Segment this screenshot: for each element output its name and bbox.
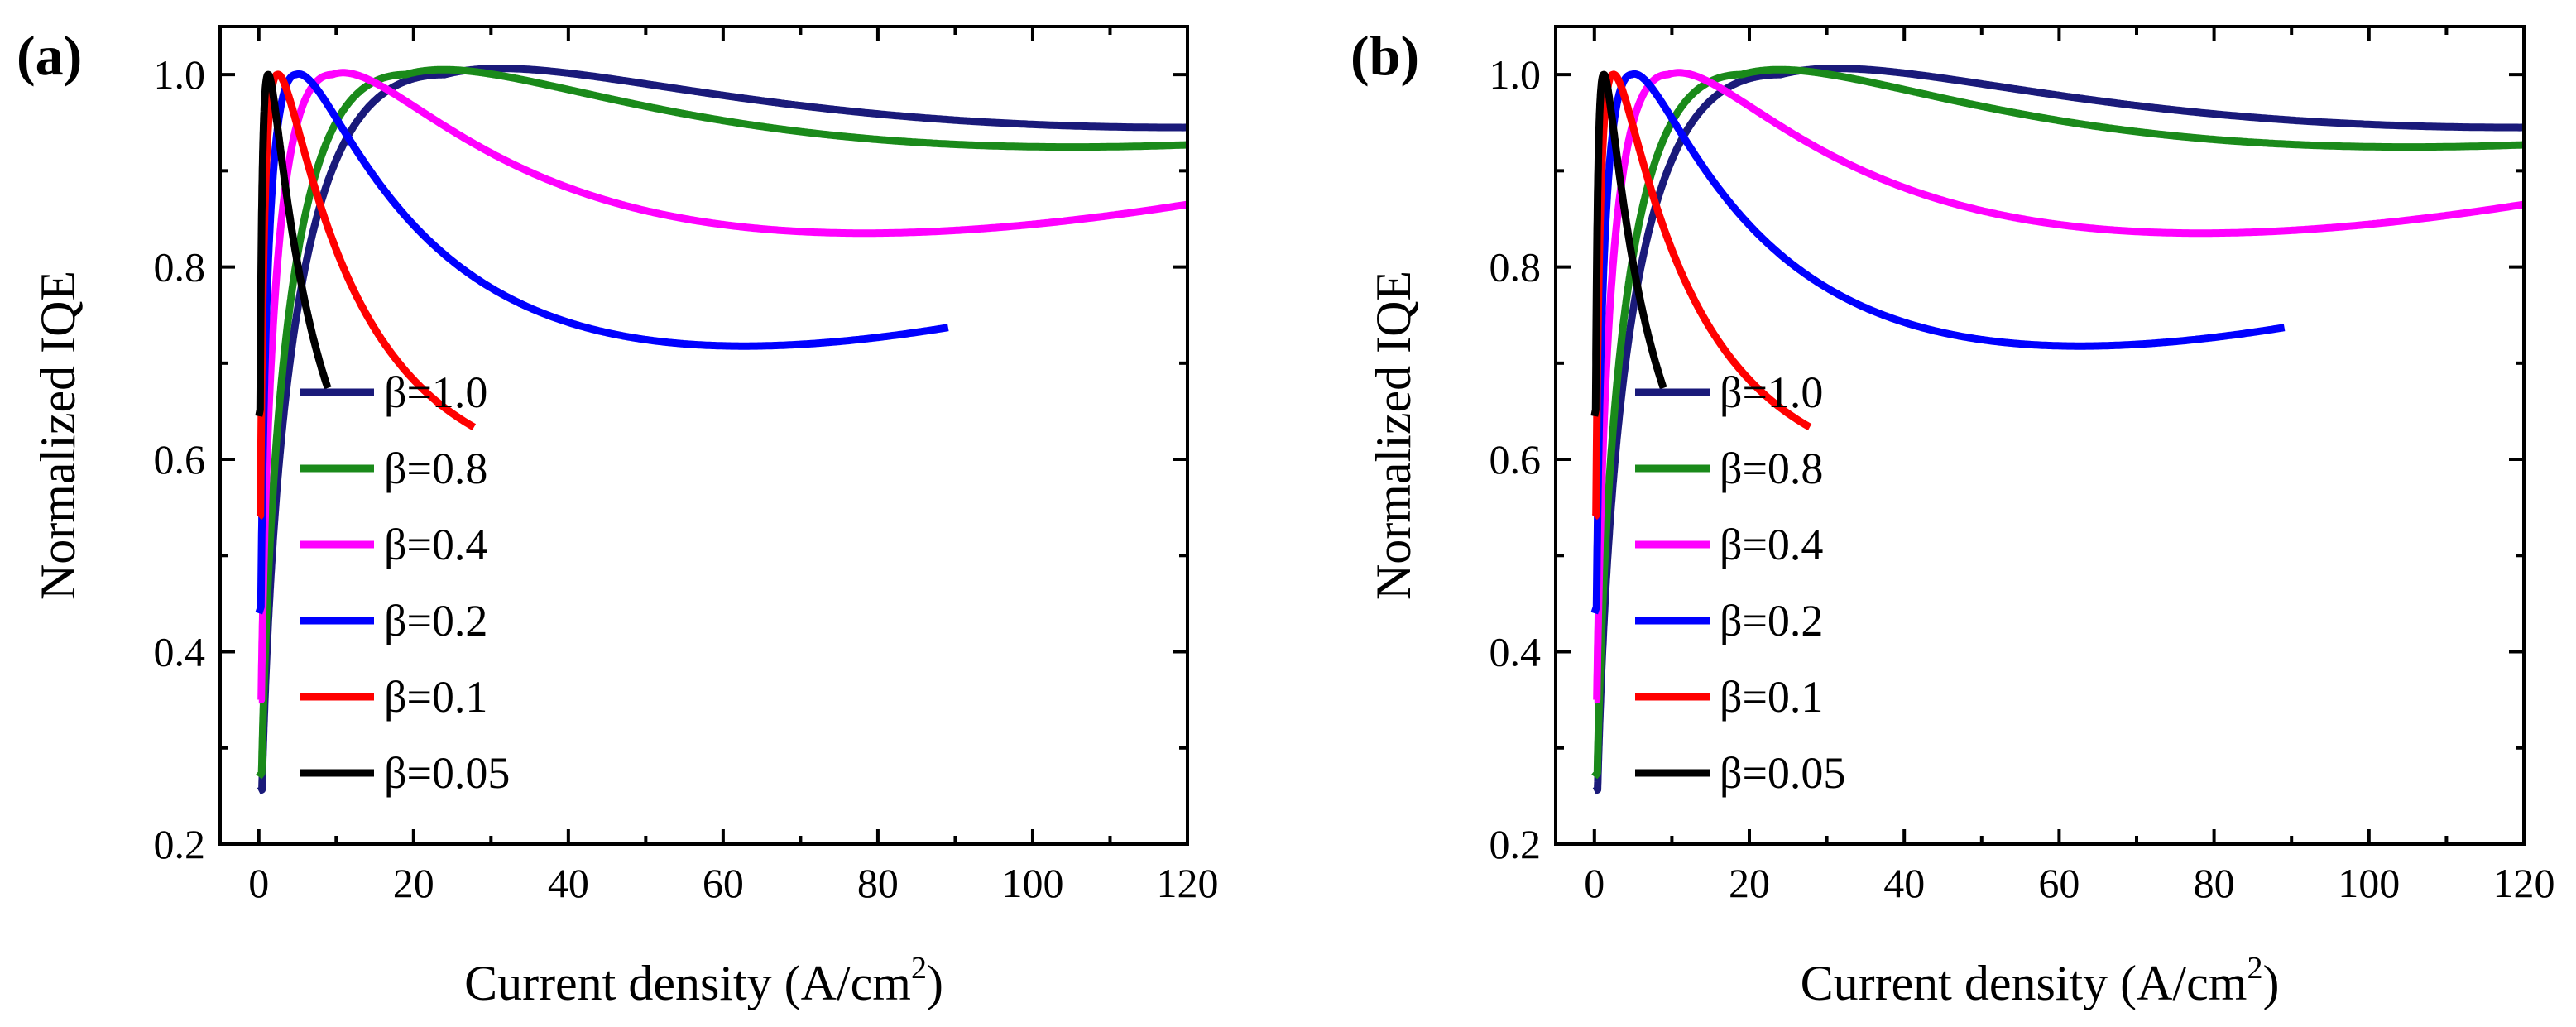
legend-label: β=1.0 xyxy=(1720,367,1823,417)
x-tick-label: 40 xyxy=(548,860,589,906)
series-lines xyxy=(1590,65,2526,795)
series-lines xyxy=(255,65,1189,795)
legend-label: β=0.1 xyxy=(384,672,487,722)
legend-label: β=0.2 xyxy=(1720,596,1823,645)
x-tick-label: 0 xyxy=(248,860,269,906)
x-axis-title-end: ) xyxy=(927,956,943,1010)
series-line-β=0.2 xyxy=(255,70,950,615)
x-axis-title-superscript: 2 xyxy=(2247,951,2262,986)
y-axis-title: Normalized IQE xyxy=(1366,271,1421,600)
x-axis-title-main: Current density (A/cm xyxy=(464,956,911,1010)
panel-a: (a) 0 20 40 60 80 100 120 0.2 0.4 0.6 0.8 1.0 Current… xyxy=(17,24,1219,1010)
series-line-β=0.8 xyxy=(256,65,1189,780)
series-line-β=0.1 xyxy=(1591,70,1813,521)
x-axis-ticks: 0 20 40 60 80 100 120 xyxy=(248,26,1219,906)
x-axis-title-end: ) xyxy=(2262,956,2279,1010)
x-tick-label: 20 xyxy=(393,860,434,906)
y-tick-label: 0.8 xyxy=(1489,244,1542,290)
plot-frame xyxy=(1554,25,2526,846)
x-tick-label: 120 xyxy=(1157,860,1219,906)
x-tick-label: 60 xyxy=(2038,860,2080,906)
y-tick-label: 0.6 xyxy=(1489,436,1542,482)
series-line-β=0.4 xyxy=(1593,69,2526,704)
x-axis-title: Current density (A/cm2) xyxy=(464,951,943,1010)
legend-label: β=0.2 xyxy=(384,596,487,645)
x-axis-title-main: Current density (A/cm xyxy=(1801,956,2247,1010)
x-tick-label: 100 xyxy=(2338,860,2400,906)
y-tick-label: 1.0 xyxy=(1489,51,1542,98)
legend-label: β=0.05 xyxy=(1720,748,1845,798)
y-tick-label: 0.2 xyxy=(1489,821,1542,867)
x-axis-title: Current density (A/cm2) xyxy=(1801,951,2280,1010)
x-axis-title-superscript: 2 xyxy=(911,951,927,986)
y-tick-label: 0.8 xyxy=(154,244,206,290)
x-tick-label: 100 xyxy=(1001,860,1063,906)
y-tick-label: 0.4 xyxy=(1489,629,1542,675)
panel-label: (a) xyxy=(17,24,82,87)
series-line-β=0.8 xyxy=(1591,65,2526,780)
legend: β=1.0 β=0.8 β=0.4 β=0.2 β=0.1 β=0.05 xyxy=(300,367,510,798)
legend-label: β=1.0 xyxy=(384,367,487,417)
legend-label: β=0.4 xyxy=(384,520,487,569)
series-line-β=0.05 xyxy=(1590,70,1667,417)
y-tick-label: 0.4 xyxy=(154,629,206,675)
plot-frame xyxy=(218,25,1189,846)
y-axis-ticks: 0.2 0.4 0.6 0.8 1.0 xyxy=(1489,51,2524,867)
series-line-β=1.0 xyxy=(257,65,1189,795)
legend-label: β=0.4 xyxy=(1720,520,1823,569)
series-line-β=0.4 xyxy=(257,69,1189,704)
x-tick-label: 40 xyxy=(1883,860,1925,906)
x-axis-ticks: 0 20 40 60 80 100 120 xyxy=(1584,26,2555,906)
series-line-β=0.1 xyxy=(256,70,477,521)
panel-b: (b) 0 20 40 60 80 100 120 0.2 0.4 0.6 0.8 1.0 Current… xyxy=(1350,24,2555,1010)
panel-label: (b) xyxy=(1350,24,1419,87)
x-tick-label: 120 xyxy=(2493,860,2555,906)
series-line-β=0.05 xyxy=(255,70,332,417)
legend: β=1.0 β=0.8 β=0.4 β=0.2 β=0.1 β=0.05 xyxy=(1635,367,1845,798)
x-tick-label: 80 xyxy=(857,860,899,906)
y-axis-title: Normalized IQE xyxy=(31,271,85,600)
y-tick-label: 0.2 xyxy=(154,821,206,867)
x-tick-label: 20 xyxy=(1729,860,1770,906)
y-axis-ticks: 0.2 0.4 0.6 0.8 1.0 xyxy=(154,51,1187,867)
series-line-β=0.2 xyxy=(1590,70,2286,615)
x-tick-label: 0 xyxy=(1584,860,1605,906)
legend-label: β=0.05 xyxy=(384,748,510,798)
x-tick-label: 80 xyxy=(2194,860,2235,906)
legend-label: β=0.8 xyxy=(384,444,487,493)
x-tick-label: 60 xyxy=(703,860,744,906)
y-tick-label: 1.0 xyxy=(154,51,206,98)
legend-label: β=0.8 xyxy=(1720,444,1823,493)
series-line-β=1.0 xyxy=(1592,65,2526,795)
legend-label: β=0.1 xyxy=(1720,672,1823,722)
y-tick-label: 0.6 xyxy=(154,436,206,482)
